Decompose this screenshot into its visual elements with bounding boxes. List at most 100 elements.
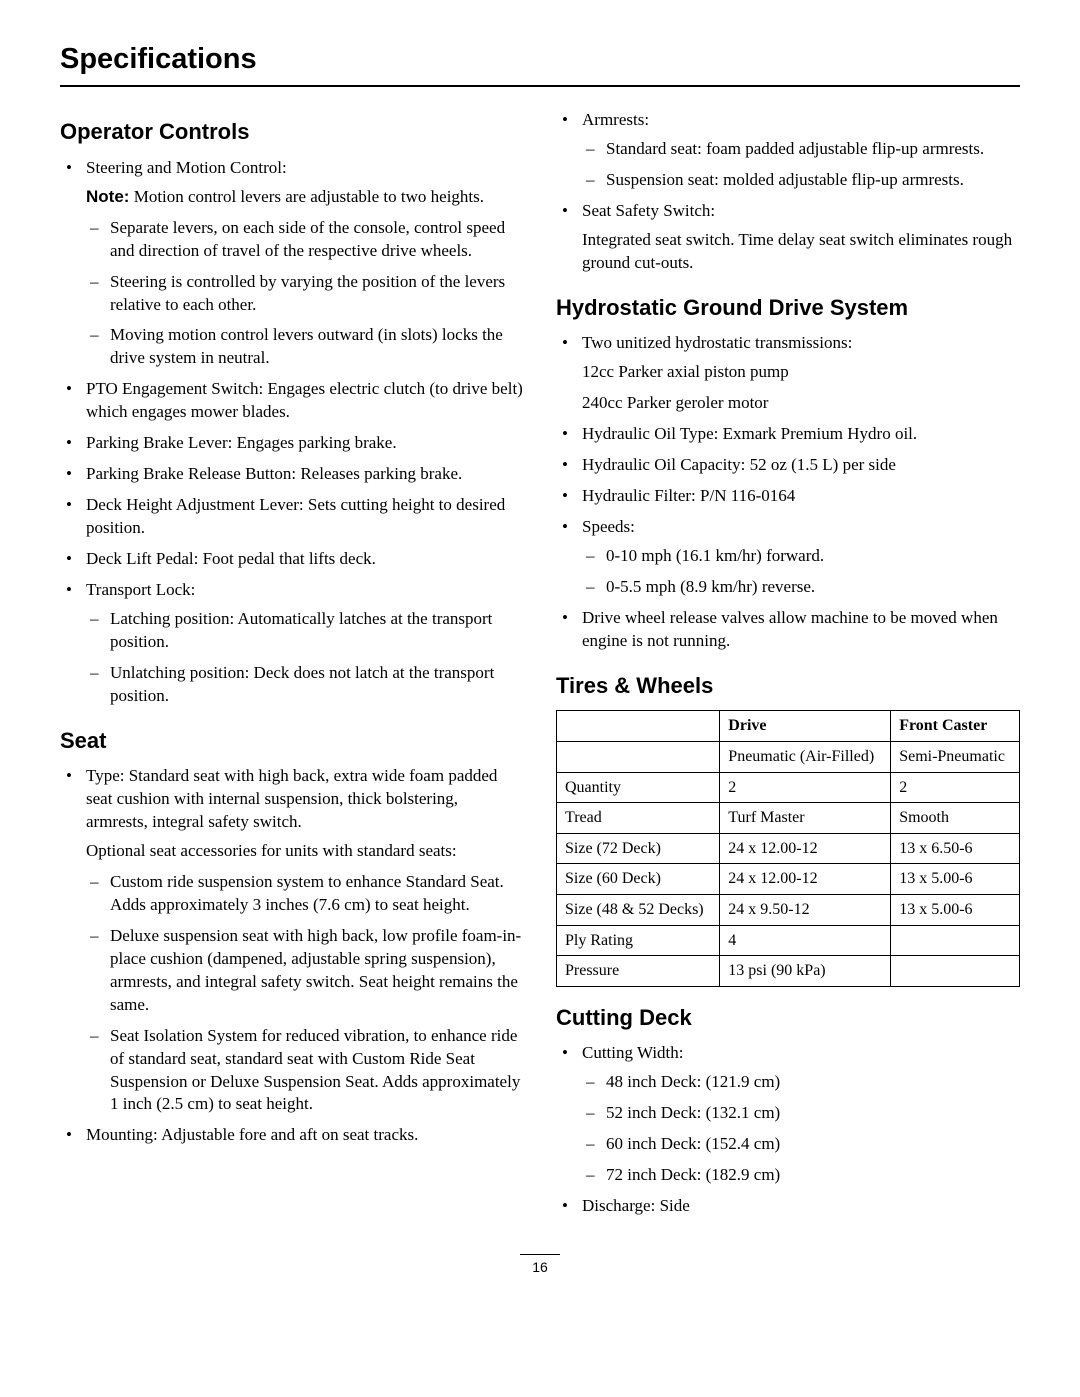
table-cell: 13 x 5.00-6 xyxy=(891,895,1020,926)
list-item: Steering and Motion Control: Note: Motio… xyxy=(60,157,524,371)
item-text: Steering and Motion Control: xyxy=(86,158,287,177)
sub-paragraph: 12cc Parker axial piston pump xyxy=(582,361,1020,384)
item-text: Cutting Width: xyxy=(582,1043,684,1062)
table-row: Size (48 & 52 Decks) 24 x 9.50-12 13 x 5… xyxy=(557,895,1020,926)
table-cell xyxy=(891,925,1020,956)
table-cell: 13 x 6.50-6 xyxy=(891,833,1020,864)
sub-paragraph: Integrated seat switch. Time delay seat … xyxy=(582,229,1020,275)
item-text: Transport Lock: xyxy=(86,580,195,599)
list-item: 60 inch Deck: (152.4 cm) xyxy=(582,1133,1020,1156)
list-item: Custom ride suspension system to enhance… xyxy=(86,871,524,917)
table-cell: 24 x 9.50-12 xyxy=(720,895,891,926)
seat-cont-list: Armrests: Standard seat: foam padded adj… xyxy=(556,109,1020,275)
heading-hydro: Hydrostatic Ground Drive System xyxy=(556,293,1020,323)
heading-cutting-deck: Cutting Deck xyxy=(556,1003,1020,1033)
list-item: Mounting: Adjustable fore and aft on sea… xyxy=(60,1124,524,1147)
list-item: Armrests: Standard seat: foam padded adj… xyxy=(556,109,1020,192)
list-item: 72 inch Deck: (182.9 cm) xyxy=(582,1164,1020,1187)
list-item: 48 inch Deck: (121.9 cm) xyxy=(582,1071,1020,1094)
list-item: Standard seat: foam padded adjustable fl… xyxy=(582,138,1020,161)
list-item: Latching position: Automatically latches… xyxy=(86,608,524,654)
list-item: Suspension seat: molded adjustable flip-… xyxy=(582,169,1020,192)
sub-paragraph: 240cc Parker geroler motor xyxy=(582,392,1020,415)
list-item: Speeds: 0-10 mph (16.1 km/hr) forward. 0… xyxy=(556,516,1020,599)
list-item: Drive wheel release valves allow machine… xyxy=(556,607,1020,653)
item-text: Armrests: xyxy=(582,110,649,129)
list-item: Unlatching position: Deck does not latch… xyxy=(86,662,524,708)
note-block: Note: Motion control levers are adjustab… xyxy=(86,186,524,209)
list-item: Transport Lock: Latching position: Autom… xyxy=(60,579,524,708)
table-cell: 24 x 12.00-12 xyxy=(720,864,891,895)
list-item: Hydraulic Oil Type: Exmark Premium Hydro… xyxy=(556,423,1020,446)
list-item: Seat Safety Switch: Integrated seat swit… xyxy=(556,200,1020,275)
table-row: Pressure 13 psi (90 kPa) xyxy=(557,956,1020,987)
table-cell: Quantity xyxy=(557,772,720,803)
page-title: Specifications xyxy=(60,40,1020,87)
table-cell: 4 xyxy=(720,925,891,956)
table-row: Size (72 Deck) 24 x 12.00-12 13 x 6.50-6 xyxy=(557,833,1020,864)
heading-operator-controls: Operator Controls xyxy=(60,117,524,147)
table-cell: 24 x 12.00-12 xyxy=(720,833,891,864)
list-item: Deck Lift Pedal: Foot pedal that lifts d… xyxy=(60,548,524,571)
list-item: Seat Isolation System for reduced vibrat… xyxy=(86,1025,524,1117)
note-label: Note: xyxy=(86,187,129,206)
sub-list: Separate levers, on each side of the con… xyxy=(86,217,524,371)
item-text: Speeds: xyxy=(582,517,635,536)
list-item: 52 inch Deck: (132.1 cm) xyxy=(582,1102,1020,1125)
table-cell: 2 xyxy=(891,772,1020,803)
table-header xyxy=(557,711,720,742)
table-cell: 2 xyxy=(720,772,891,803)
list-item: Discharge: Side xyxy=(556,1195,1020,1218)
seat-list: Type: Standard seat with high back, extr… xyxy=(60,765,524,1147)
item-text: Two unitized hydrostatic transmissions: xyxy=(582,333,852,352)
table-row: Size (60 Deck) 24 x 12.00-12 13 x 5.00-6 xyxy=(557,864,1020,895)
table-cell xyxy=(891,956,1020,987)
note-text: Motion control levers are adjustable to … xyxy=(134,187,484,206)
table-cell: 13 psi (90 kPa) xyxy=(720,956,891,987)
table-header: Front Caster xyxy=(891,711,1020,742)
table-cell: 13 x 5.00-6 xyxy=(891,864,1020,895)
table-cell: Size (48 & 52 Decks) xyxy=(557,895,720,926)
right-column: Armrests: Standard seat: foam padded adj… xyxy=(556,109,1020,1226)
table-row: Quantity 2 2 xyxy=(557,772,1020,803)
list-item: Steering is controlled by varying the po… xyxy=(86,271,524,317)
sub-list: Latching position: Automatically latches… xyxy=(86,608,524,708)
item-text: Type: Standard seat with high back, extr… xyxy=(86,766,497,831)
list-item: Hydraulic Oil Capacity: 52 oz (1.5 L) pe… xyxy=(556,454,1020,477)
content-columns: Operator Controls Steering and Motion Co… xyxy=(60,109,1020,1226)
list-item: Hydraulic Filter: P/N 116-0164 xyxy=(556,485,1020,508)
list-item: Separate levers, on each side of the con… xyxy=(86,217,524,263)
sub-list: 48 inch Deck: (121.9 cm) 52 inch Deck: (… xyxy=(582,1071,1020,1187)
table-cell: Semi-Pneumatic xyxy=(891,742,1020,773)
sub-list: Custom ride suspension system to enhance… xyxy=(86,871,524,1116)
table-row: Tread Turf Master Smooth xyxy=(557,803,1020,834)
table-cell: Size (72 Deck) xyxy=(557,833,720,864)
list-item: 0-5.5 mph (8.9 km/hr) reverse. xyxy=(582,576,1020,599)
heading-tires: Tires & Wheels xyxy=(556,671,1020,701)
list-item: Deck Height Adjustment Lever: Sets cutti… xyxy=(60,494,524,540)
sub-paragraph: Optional seat accessories for units with… xyxy=(86,840,524,863)
page-number: 16 xyxy=(520,1254,560,1277)
list-item: Parking Brake Lever: Engages parking bra… xyxy=(60,432,524,455)
table-cell: Smooth xyxy=(891,803,1020,834)
left-column: Operator Controls Steering and Motion Co… xyxy=(60,109,524,1226)
operator-controls-list: Steering and Motion Control: Note: Motio… xyxy=(60,157,524,708)
list-item: Type: Standard seat with high back, extr… xyxy=(60,765,524,1116)
table-header: Drive xyxy=(720,711,891,742)
table-row: Pneumatic (Air-Filled) Semi-Pneumatic xyxy=(557,742,1020,773)
table-cell xyxy=(557,742,720,773)
table-cell: Tread xyxy=(557,803,720,834)
table-cell: Ply Rating xyxy=(557,925,720,956)
list-item: Parking Brake Release Button: Releases p… xyxy=(60,463,524,486)
sub-list: Standard seat: foam padded adjustable fl… xyxy=(582,138,1020,192)
list-item: Deluxe suspension seat with high back, l… xyxy=(86,925,524,1017)
sub-list: 0-10 mph (16.1 km/hr) forward. 0-5.5 mph… xyxy=(582,545,1020,599)
table-row: Ply Rating 4 xyxy=(557,925,1020,956)
cutting-list: Cutting Width: 48 inch Deck: (121.9 cm) … xyxy=(556,1042,1020,1218)
table-row: Drive Front Caster xyxy=(557,711,1020,742)
hydro-list: Two unitized hydrostatic transmissions: … xyxy=(556,332,1020,652)
list-item: PTO Engagement Switch: Engages electric … xyxy=(60,378,524,424)
table-cell: Pneumatic (Air-Filled) xyxy=(720,742,891,773)
list-item: Cutting Width: 48 inch Deck: (121.9 cm) … xyxy=(556,1042,1020,1187)
item-text: Seat Safety Switch: xyxy=(582,201,715,220)
